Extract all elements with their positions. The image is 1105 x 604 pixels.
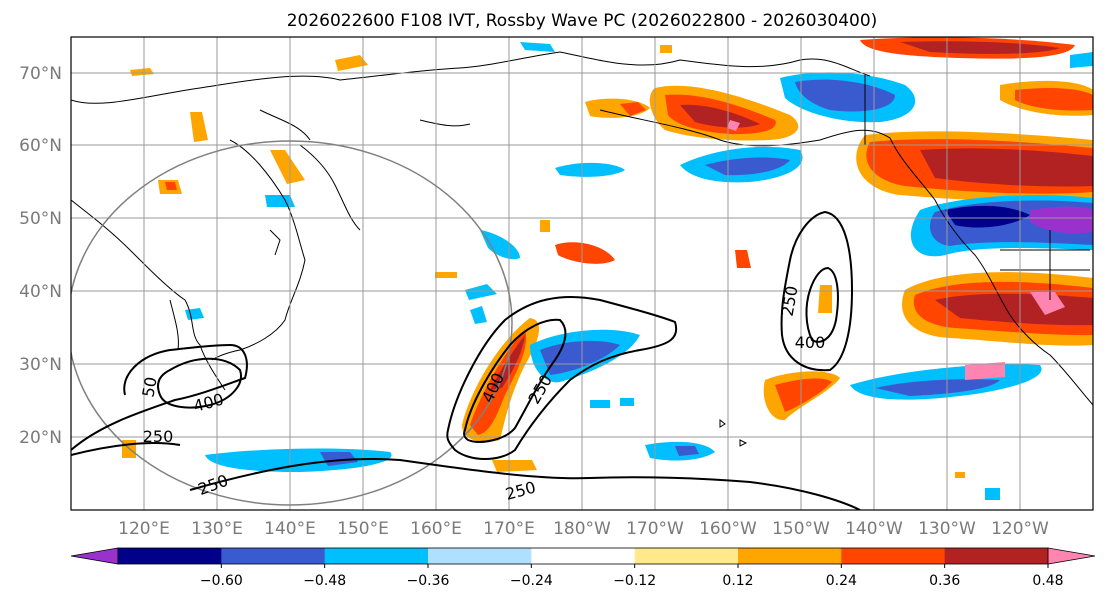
- lon-label: 160°E: [410, 519, 462, 539]
- colorbar-segment: [324, 548, 429, 564]
- colorbar-tick-label: −0.12: [613, 573, 656, 589]
- lon-label: 160°W: [699, 519, 757, 539]
- lon-label: 150°E: [337, 519, 389, 539]
- colorbar-tick-label: −0.24: [510, 573, 553, 589]
- contour-250-plume: [446, 295, 678, 460]
- lon-label: 140°W: [845, 519, 903, 539]
- colorbar-segment: [428, 548, 532, 564]
- graticule: [71, 37, 1093, 510]
- contour-250-subtropics: [71, 343, 861, 510]
- colorbar-tick-label: 0.36: [929, 573, 960, 589]
- longitude-labels: 120°E 130°E 140°E 150°E 160°E 170°E 180°…: [118, 519, 1049, 539]
- contour-250-east: [780, 210, 854, 372]
- latitude-labels: 70°N 60°N 50°N 40°N 30°N 20°N: [19, 64, 62, 448]
- lat-label: 20°N: [19, 428, 62, 448]
- colorbar-segment: [944, 548, 1049, 564]
- colorbar-segment: [118, 548, 222, 564]
- contour-400-east: [805, 266, 839, 343]
- contour-400-plume: [463, 318, 567, 443]
- colorbar-tick-label: 0.12: [722, 573, 753, 589]
- colorbar-segment: [531, 548, 636, 564]
- contour-400-west: [157, 357, 242, 409]
- colorbar-tick-label: 0.48: [1032, 573, 1063, 589]
- lon-label: 140°E: [264, 519, 316, 539]
- lat-label: 50°N: [19, 209, 62, 229]
- lat-label: 70°N: [19, 64, 62, 84]
- lon-label: 150°W: [772, 519, 830, 539]
- lon-label: 170°W: [626, 519, 684, 539]
- colorbar-tick-label: 0.24: [826, 573, 857, 589]
- colorbar-tick-label: −0.60: [200, 573, 243, 589]
- colorbar-extend-high: [1047, 547, 1096, 565]
- lat-label: 40°N: [19, 282, 62, 302]
- reference-circle: [71, 140, 513, 506]
- contour-label: 250: [143, 427, 174, 446]
- contour-label: 400: [795, 333, 826, 352]
- colorbar-segment: [634, 548, 739, 564]
- colorbar-segment: [841, 548, 946, 564]
- lon-label: 170°E: [483, 519, 535, 539]
- colorbar-frame: [117, 547, 1049, 565]
- colorbar: −0.60 −0.48 −0.36 −0.24 −0.12 0.12 0.24 0.36 0.4…: [70, 547, 1096, 589]
- colorbar-tick-label: −0.36: [407, 573, 450, 589]
- coastlines: [71, 51, 1093, 447]
- map-frame: [70, 36, 1094, 511]
- colorbar-tick-label: −0.48: [303, 573, 346, 589]
- colorbar-segment: [221, 548, 326, 564]
- colorbar-extend-low: [70, 547, 119, 565]
- figure-title: 2026022600 F108 IVT, Rossby Wave PC (202…: [287, 11, 878, 31]
- lon-label: 130°W: [918, 519, 976, 539]
- lon-label: 180°W: [553, 519, 611, 539]
- lon-label: 130°E: [191, 519, 243, 539]
- lat-label: 30°N: [19, 355, 62, 375]
- map-panel: 400 250 250 250 250 400 250 400 50: [71, 37, 1093, 510]
- ivt-contours: [71, 210, 861, 510]
- contour-label: 50: [138, 375, 160, 398]
- lon-label: 120°E: [118, 519, 170, 539]
- lat-label: 60°N: [19, 136, 62, 156]
- lon-label: 120°W: [991, 519, 1049, 539]
- colorbar-segment: [738, 548, 842, 564]
